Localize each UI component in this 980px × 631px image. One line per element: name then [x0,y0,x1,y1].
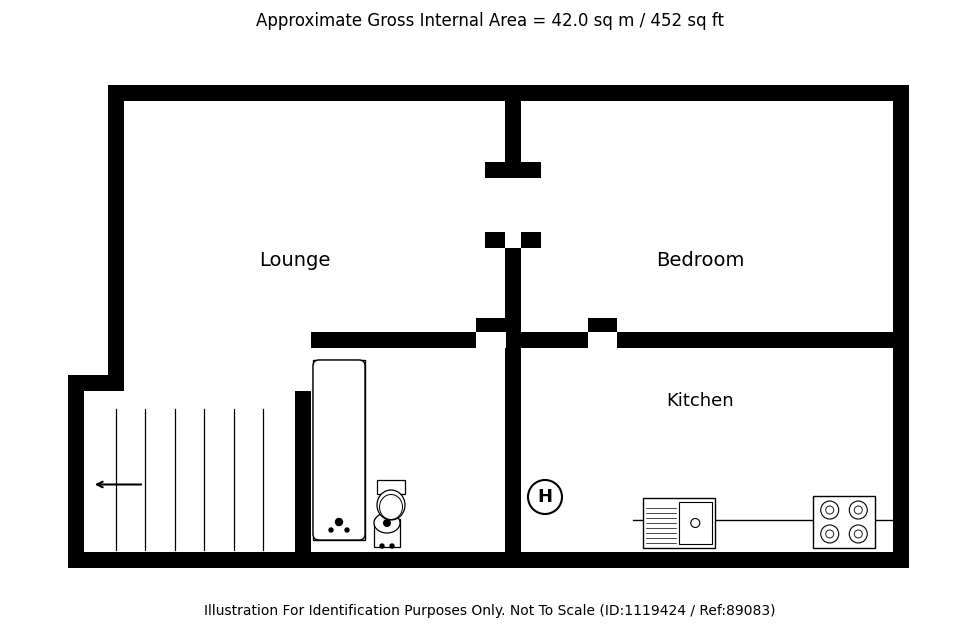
Bar [295,391,311,552]
Circle shape [826,506,834,514]
Bar [485,232,505,248]
Circle shape [345,528,349,532]
Text: Illustration For Identification Purposes Only. Not To Scale (ID:1119424 / Ref:89: Illustration For Identification Purposes… [204,604,776,618]
Circle shape [820,501,839,519]
Circle shape [329,528,333,532]
Bar [601,318,617,332]
Bar [506,332,588,348]
Circle shape [850,525,867,543]
Bar [893,85,909,568]
Circle shape [383,519,391,527]
Bar [476,318,492,332]
Circle shape [855,530,862,538]
Circle shape [691,519,700,528]
Bar [678,502,712,544]
Ellipse shape [374,513,400,533]
Bar [505,248,521,332]
Circle shape [335,519,342,526]
Bar [68,552,893,568]
Text: Approximate Gross Internal Area = 42.0 sq m / 452 sq ft: Approximate Gross Internal Area = 42.0 s… [256,12,724,30]
Bar [505,348,521,552]
Circle shape [390,544,394,548]
Bar [311,332,476,348]
Bar [643,498,715,548]
Bar [588,318,604,332]
Bar [108,85,124,391]
Text: H: H [537,488,553,506]
Bar [521,232,541,248]
Text: Lounge: Lounge [260,252,330,271]
Text: Bedroom: Bedroom [656,252,744,271]
FancyBboxPatch shape [313,360,365,540]
Circle shape [855,506,862,514]
Bar [108,85,893,101]
Ellipse shape [377,490,405,520]
Bar [377,480,405,494]
Bar [374,519,400,547]
Text: Kitchen: Kitchen [666,392,734,410]
Circle shape [820,525,839,543]
Circle shape [380,544,384,548]
Bar [521,162,541,178]
Bar [813,496,875,548]
Circle shape [528,480,562,514]
Bar [68,375,124,391]
Bar [490,318,506,332]
Bar [617,332,893,348]
Bar [485,162,505,178]
Circle shape [826,530,834,538]
Circle shape [850,501,867,519]
Bar [313,360,365,540]
Bar [505,101,521,178]
Bar [68,391,84,568]
